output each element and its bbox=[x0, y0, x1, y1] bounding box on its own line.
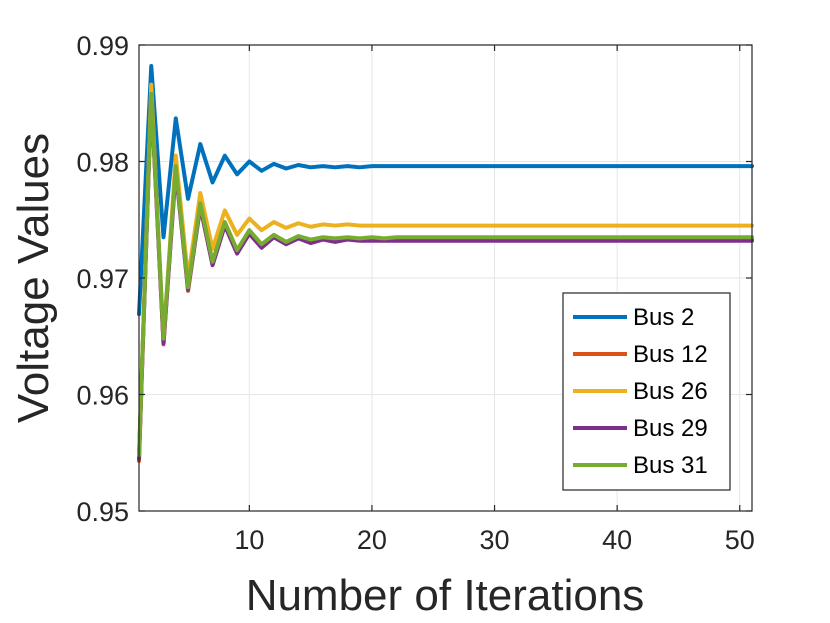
y-axis-ticks: 0.95 0.96 0.97 0.98 0.99 bbox=[76, 31, 752, 527]
legend-label: Bus 29 bbox=[633, 415, 708, 442]
x-axis-ticks: 10 20 30 40 50 bbox=[234, 45, 755, 555]
legend-label: Bus 12 bbox=[633, 341, 708, 368]
x-tick-label: 50 bbox=[725, 525, 755, 555]
y-tick-label: 0.95 bbox=[76, 497, 129, 527]
x-tick-label: 40 bbox=[602, 525, 632, 555]
series-line-bus-31 bbox=[137, 91, 754, 458]
legend-label: Bus 26 bbox=[633, 378, 708, 405]
series-line-bus-26 bbox=[137, 82, 754, 460]
x-axis-title: Number of Iterations bbox=[246, 571, 645, 620]
y-tick-label: 0.96 bbox=[76, 381, 129, 411]
y-tick-label: 0.99 bbox=[76, 31, 129, 61]
y-tick-label: 0.97 bbox=[76, 264, 129, 294]
x-tick-label: 20 bbox=[357, 525, 387, 555]
legend-label: Bus 2 bbox=[633, 304, 694, 331]
series-lines bbox=[137, 63, 754, 463]
y-tick-label: 0.98 bbox=[76, 148, 129, 178]
x-tick-label: 10 bbox=[234, 525, 264, 555]
legend-label: Bus 31 bbox=[633, 452, 708, 479]
x-tick-label: 30 bbox=[480, 525, 510, 555]
y-axis-title: Voltage Values bbox=[9, 133, 58, 423]
legend: Bus 2 Bus 12 Bus 26 Bus 29 Bus 31 bbox=[562, 292, 731, 491]
series-line-bus-2 bbox=[137, 63, 754, 317]
